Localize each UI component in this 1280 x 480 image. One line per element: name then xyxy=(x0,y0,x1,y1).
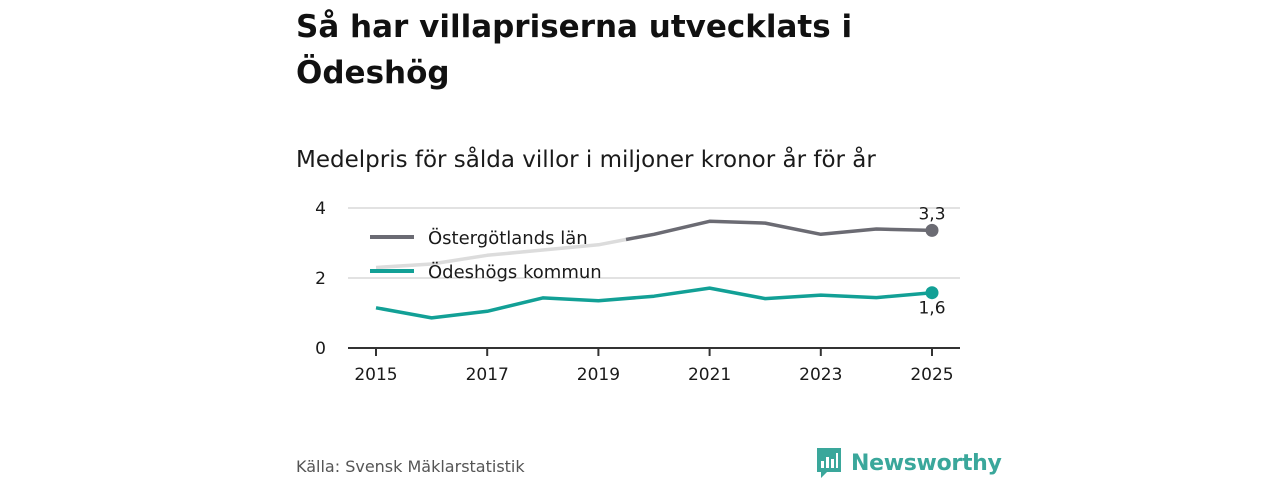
x-tick-label: 2017 xyxy=(466,365,509,385)
series-line-lan-faded xyxy=(375,237,627,270)
series-line-lan xyxy=(625,219,933,242)
end-marker-kommun xyxy=(925,286,939,300)
legend-label-lan: Östergötlands län xyxy=(428,227,588,249)
source-note: Källa: Svensk Mäklarstatistik xyxy=(296,457,525,476)
series-line-kommun xyxy=(375,286,933,320)
chart-subtitle: Medelpris för sålda villor i miljoner kr… xyxy=(296,147,876,173)
bar-chart-speech-bubble-icon xyxy=(817,448,841,478)
y-tick-label: 0 xyxy=(315,339,326,359)
x-tick-label: 2025 xyxy=(910,365,953,385)
y-tick-label: 4 xyxy=(315,199,326,219)
end-label-lan: 3,3 xyxy=(918,204,945,224)
x-tick-label: 2015 xyxy=(354,365,397,385)
end-marker-lan xyxy=(925,223,939,237)
page-title: Så har villapriserna utvecklats i Ödeshö… xyxy=(296,9,853,91)
brand-logo[interactable]: Newsworthy xyxy=(815,446,1002,480)
end-label-kommun: 1,6 xyxy=(918,299,945,319)
y-tick-label: 2 xyxy=(315,269,326,289)
x-tick-label: 2019 xyxy=(577,365,620,385)
legend-label-kommun: Ödeshögs kommun xyxy=(428,261,602,283)
brand-name: Newsworthy xyxy=(851,450,1002,476)
x-tick-label: 2021 xyxy=(688,365,731,385)
x-tick-label: 2023 xyxy=(799,365,842,385)
